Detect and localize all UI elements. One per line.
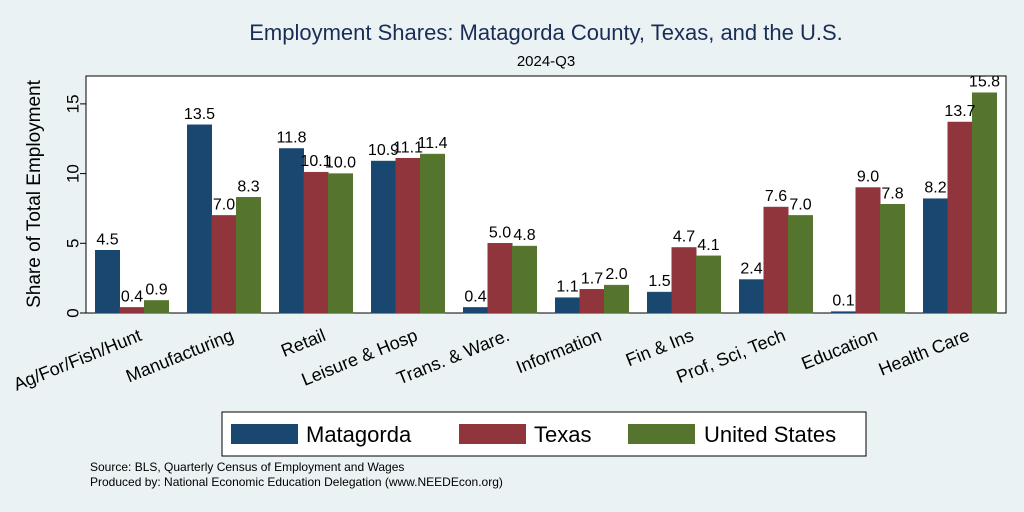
bar-texas [211,215,237,314]
data-label: 8.3 [237,178,259,195]
data-label: 4.5 [96,231,118,248]
y-tick-label: 15 [63,94,82,113]
bar-united-states [696,255,721,314]
bar-united-states [604,284,629,314]
bar-matagorda [187,124,212,314]
bar-united-states [788,215,813,314]
data-label: 11.4 [418,135,448,152]
legend: Matagorda Texas United States [221,411,867,457]
bar-matagorda [463,307,488,314]
data-label: 10.9 [368,142,399,159]
chart-title: Employment Shares: Matagorda County, Tex… [249,20,843,45]
bar-matagorda [95,250,120,314]
bar-united-states [880,204,905,314]
legend-label: United States [704,422,836,447]
data-label: 9.0 [857,169,879,186]
data-label: 2.0 [605,266,627,283]
bar-texas [395,158,421,314]
data-label: 15.8 [969,74,1000,91]
data-label: 4.7 [673,228,695,245]
data-label: 0.4 [464,288,486,305]
bar-matagorda [831,311,856,314]
bar-united-states [236,197,261,314]
data-label: 5.0 [489,224,511,241]
y-tick-label: 10 [63,164,82,183]
y-axis-label: Share of Total Employment [24,79,45,307]
data-label: 7.8 [881,185,903,202]
bar-matagorda [739,279,764,314]
bar-united-states [972,92,997,314]
bar-texas [487,243,513,314]
legend-swatch [628,424,695,444]
legend-swatch [459,424,526,444]
data-label: 0.1 [832,293,854,310]
bar-united-states [144,300,169,314]
bar-united-states [512,245,537,314]
bar-united-states [420,153,445,314]
legend-label: Texas [534,422,591,447]
bar-texas [579,289,605,314]
bar-matagorda [279,148,304,314]
bar-texas [303,171,329,314]
data-label: 1.7 [581,270,603,287]
bar-matagorda [371,160,396,314]
bar-texas [119,307,145,314]
data-label: 1.1 [556,279,578,296]
source-note: Source: BLS, Quarterly Census of Employm… [90,460,404,474]
legend-swatch [231,424,298,444]
data-label: 2.4 [740,261,762,278]
data-label: 7.0 [213,196,235,213]
bars-group [95,92,997,314]
data-label: 0.4 [121,288,143,305]
data-label: 4.8 [513,227,535,244]
bar-matagorda [555,297,580,314]
bar-matagorda [647,291,672,314]
data-label: 4.1 [697,237,719,254]
y-axis-ticks: 0 5 10 15 [63,94,86,318]
chart-subtitle: 2024-Q3 [517,53,575,70]
data-label: 0.9 [145,281,167,298]
bar-texas [855,187,881,314]
bar-united-states [328,173,353,314]
bar-matagorda [923,198,948,314]
data-label: 7.6 [765,188,787,205]
y-tick-label: 0 [63,308,82,317]
data-label: 10.1 [300,153,331,170]
bar-texas [947,121,973,314]
data-label: 1.5 [648,273,670,290]
legend-box [221,411,867,457]
data-label: 10.0 [325,155,356,172]
data-label: 7.0 [789,196,811,213]
bar-texas [763,206,789,314]
data-labels-group: 4.50.4 0.913.57.08.311.810.110.010.911.11… [96,74,1000,310]
y-tick-label: 5 [63,239,82,248]
data-label: 11.1 [393,139,423,156]
data-label: 13.5 [184,106,215,123]
data-label: 11.8 [277,129,307,146]
produced-by-note: Produced by: National Economic Education… [90,475,503,489]
bar-texas [671,247,697,314]
data-label: 8.2 [924,180,946,197]
legend-label: Matagorda [306,422,412,447]
data-label: 13.7 [944,103,975,120]
